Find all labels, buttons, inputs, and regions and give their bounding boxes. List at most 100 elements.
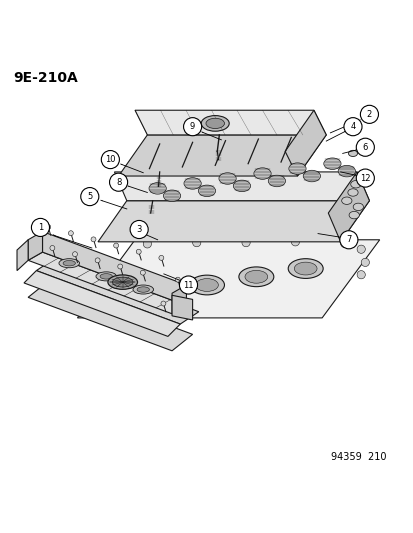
Circle shape: [159, 255, 164, 260]
Ellipse shape: [347, 189, 357, 196]
Circle shape: [339, 231, 357, 249]
Polygon shape: [98, 201, 368, 242]
Circle shape: [340, 239, 348, 248]
Ellipse shape: [63, 261, 75, 266]
Ellipse shape: [253, 168, 271, 179]
Circle shape: [143, 240, 151, 248]
Circle shape: [179, 276, 197, 294]
Text: 11: 11: [183, 280, 193, 289]
Ellipse shape: [59, 259, 79, 268]
Ellipse shape: [288, 163, 305, 174]
Polygon shape: [28, 231, 43, 260]
Circle shape: [161, 301, 166, 306]
Circle shape: [241, 239, 249, 247]
Ellipse shape: [133, 285, 153, 294]
Circle shape: [117, 264, 122, 269]
Text: 5: 5: [87, 192, 92, 201]
Ellipse shape: [244, 270, 267, 283]
Circle shape: [291, 238, 299, 246]
Text: 1: 1: [38, 223, 43, 232]
Text: 9E-210A: 9E-210A: [14, 71, 78, 85]
Circle shape: [140, 270, 145, 275]
Text: 3: 3: [136, 225, 142, 234]
Circle shape: [46, 224, 51, 230]
Circle shape: [192, 239, 200, 247]
Circle shape: [95, 258, 100, 263]
Polygon shape: [172, 285, 186, 314]
Ellipse shape: [149, 183, 166, 194]
Circle shape: [118, 305, 126, 314]
Circle shape: [94, 308, 102, 316]
Ellipse shape: [96, 272, 116, 281]
Polygon shape: [114, 172, 368, 201]
Ellipse shape: [233, 180, 250, 192]
Circle shape: [360, 259, 368, 266]
Circle shape: [101, 150, 119, 168]
Text: 4: 4: [349, 122, 355, 131]
Ellipse shape: [348, 150, 357, 157]
Circle shape: [91, 237, 96, 242]
Ellipse shape: [137, 287, 149, 292]
Ellipse shape: [218, 173, 236, 184]
Ellipse shape: [183, 177, 201, 189]
Circle shape: [72, 252, 77, 256]
Ellipse shape: [268, 175, 285, 187]
Circle shape: [175, 277, 180, 282]
Ellipse shape: [108, 275, 137, 289]
Ellipse shape: [100, 273, 112, 279]
Polygon shape: [28, 252, 186, 314]
Text: 8: 8: [116, 177, 121, 187]
Circle shape: [356, 169, 373, 187]
Circle shape: [81, 188, 99, 206]
Ellipse shape: [348, 212, 358, 219]
Circle shape: [356, 245, 364, 253]
Ellipse shape: [201, 116, 229, 131]
Ellipse shape: [206, 118, 224, 128]
Ellipse shape: [146, 287, 169, 300]
Polygon shape: [328, 172, 368, 242]
Ellipse shape: [323, 158, 340, 169]
Ellipse shape: [294, 262, 316, 275]
Circle shape: [356, 271, 364, 279]
Circle shape: [68, 231, 73, 236]
Polygon shape: [28, 281, 192, 351]
Circle shape: [136, 249, 141, 254]
Circle shape: [109, 173, 127, 191]
Circle shape: [31, 219, 50, 237]
Ellipse shape: [140, 284, 175, 303]
Ellipse shape: [302, 170, 320, 182]
Ellipse shape: [341, 197, 351, 204]
Ellipse shape: [238, 267, 273, 287]
Ellipse shape: [163, 190, 180, 201]
Text: 2: 2: [366, 110, 371, 119]
Text: 6: 6: [362, 143, 367, 152]
Polygon shape: [24, 271, 180, 336]
Circle shape: [356, 138, 373, 156]
Text: 12: 12: [359, 174, 370, 183]
Ellipse shape: [189, 275, 224, 295]
Circle shape: [343, 118, 361, 136]
Ellipse shape: [195, 279, 218, 292]
Ellipse shape: [287, 259, 323, 278]
Circle shape: [114, 243, 118, 248]
Circle shape: [183, 118, 201, 136]
Polygon shape: [77, 240, 379, 318]
Polygon shape: [17, 240, 28, 271]
Ellipse shape: [198, 185, 215, 197]
Polygon shape: [43, 231, 186, 305]
Ellipse shape: [352, 203, 363, 211]
Polygon shape: [135, 110, 325, 135]
Ellipse shape: [350, 181, 360, 188]
Polygon shape: [36, 259, 198, 324]
Text: 10: 10: [105, 155, 115, 164]
Text: 94359  210: 94359 210: [330, 452, 386, 462]
Polygon shape: [285, 110, 325, 176]
Ellipse shape: [112, 277, 133, 287]
Circle shape: [359, 106, 377, 124]
Circle shape: [130, 221, 148, 239]
Text: 7: 7: [345, 235, 351, 244]
Ellipse shape: [337, 165, 355, 177]
Circle shape: [50, 246, 55, 251]
Circle shape: [145, 303, 153, 311]
Polygon shape: [172, 295, 192, 320]
